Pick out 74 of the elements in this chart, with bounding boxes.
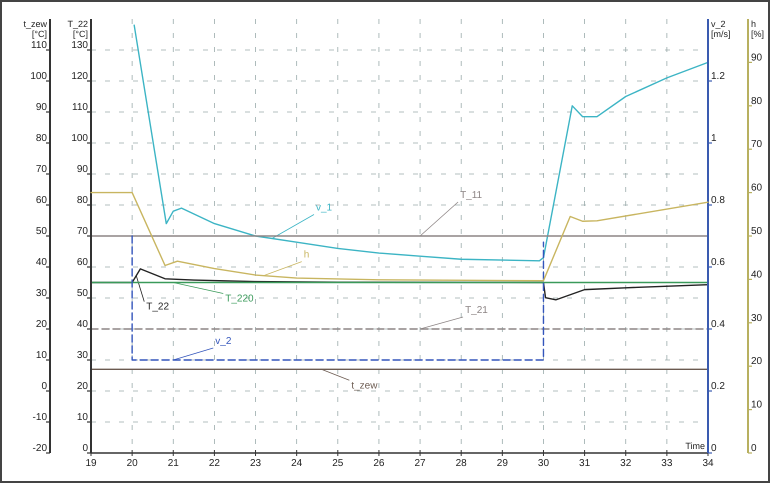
y-tick-label: 110 xyxy=(72,102,88,113)
y2-tick-label: 110 xyxy=(31,40,48,51)
y2-tick-label: -20 xyxy=(32,443,48,454)
x-tick-label: 23 xyxy=(250,458,262,469)
x-tick-label: 33 xyxy=(661,458,673,469)
x-tick-label: 34 xyxy=(702,458,714,469)
x-tick-label: 29 xyxy=(496,458,508,469)
y-tick-label: 70 xyxy=(76,226,88,237)
y2-axis-title: t_zew [°C] xyxy=(23,19,48,39)
y-tick-label: 100 xyxy=(71,133,88,144)
y-tick-label: 50 xyxy=(76,288,88,299)
x-tick-label: 26 xyxy=(373,458,385,469)
y-tick-label: 80 xyxy=(76,195,88,206)
y-tick-label: 90 xyxy=(751,52,763,64)
y2-tick-label: 0 xyxy=(41,381,48,392)
y-tick-label: 40 xyxy=(76,319,88,330)
y-tick-label: 90 xyxy=(76,164,88,175)
y2-tick-label: 80 xyxy=(36,133,48,144)
x-axis-title: Time xyxy=(685,441,705,451)
x-tick-label: 24 xyxy=(291,458,303,469)
x-tick-label: 32 xyxy=(620,458,632,469)
y2-tick-label: -10 xyxy=(32,412,48,423)
y-axis-title: T_22 [°C] xyxy=(67,19,88,39)
y-tick-label: 0 xyxy=(751,443,757,454)
y3-tick-label: 0.8 xyxy=(711,195,726,206)
y-tick-label: 20 xyxy=(751,356,763,368)
y-tick-label: 130 xyxy=(71,40,88,51)
y3-tick-label: 0.4 xyxy=(711,319,726,330)
y2-tick-label: 40 xyxy=(36,257,48,268)
y3-axis-title: v_2 [m/s] xyxy=(711,19,730,39)
text: T_11 xyxy=(460,190,483,201)
y3-tick-label: 0 xyxy=(711,443,717,454)
y-tick-label: 70 xyxy=(751,139,763,150)
series-label: t_zew xyxy=(351,380,378,392)
series-label: T_220 xyxy=(225,294,254,304)
y-tick-label: 40 xyxy=(751,269,763,280)
y3-tick-label: 1.2 xyxy=(711,71,726,82)
y-tick-label: 50 xyxy=(751,226,763,237)
x-tick-label: 21 xyxy=(168,458,180,469)
y-tick-label: 60 xyxy=(751,182,763,194)
series-label: v_2 xyxy=(215,336,232,347)
y-tick-label: 30 xyxy=(751,312,763,324)
x-tick-label: 25 xyxy=(332,458,344,469)
y-axis-title: h [%] xyxy=(751,19,764,39)
x-tick-label: 28 xyxy=(456,458,468,469)
y-tick-label: 30 xyxy=(76,350,88,361)
y3-tick-label: 0.6 xyxy=(711,257,726,268)
x-tick-label: 30 xyxy=(538,458,550,469)
y-tick-label: 10 xyxy=(751,400,763,411)
x-tick-label: 22 xyxy=(208,458,220,469)
x-tick-label: 20 xyxy=(126,458,138,469)
text: v_1 xyxy=(316,202,333,214)
y-tick-label: 20 xyxy=(76,381,88,392)
y-tick-label: 60 xyxy=(76,257,88,268)
y2-tick-label: 70 xyxy=(36,164,48,175)
y3-tick-label: 0.2 xyxy=(711,381,726,392)
y2-tick-label: 90 xyxy=(36,102,48,113)
y2-tick-label: 10 xyxy=(36,350,48,361)
y-tick-label: 120 xyxy=(71,71,88,82)
y-tick-label: 80 xyxy=(751,96,763,107)
text: T_22 xyxy=(146,302,170,313)
y2-tick-label: 30 xyxy=(36,288,48,299)
y-tick-label: 0 xyxy=(82,443,88,454)
y2-tick-label: 60 xyxy=(36,195,48,206)
y2-tick-label: 100 xyxy=(30,71,48,82)
x-tick-label: 27 xyxy=(414,458,426,469)
y-tick-label: 10 xyxy=(76,412,88,423)
x-tick-label: 31 xyxy=(579,458,591,469)
series-label: T_21 xyxy=(465,305,488,316)
y2-tick-label: 50 xyxy=(36,226,48,237)
x-tick-label: 19 xyxy=(85,458,97,469)
y2-tick-label: 20 xyxy=(36,319,48,330)
series-label: h xyxy=(304,250,310,261)
y3-tick-label: 1 xyxy=(711,133,717,144)
